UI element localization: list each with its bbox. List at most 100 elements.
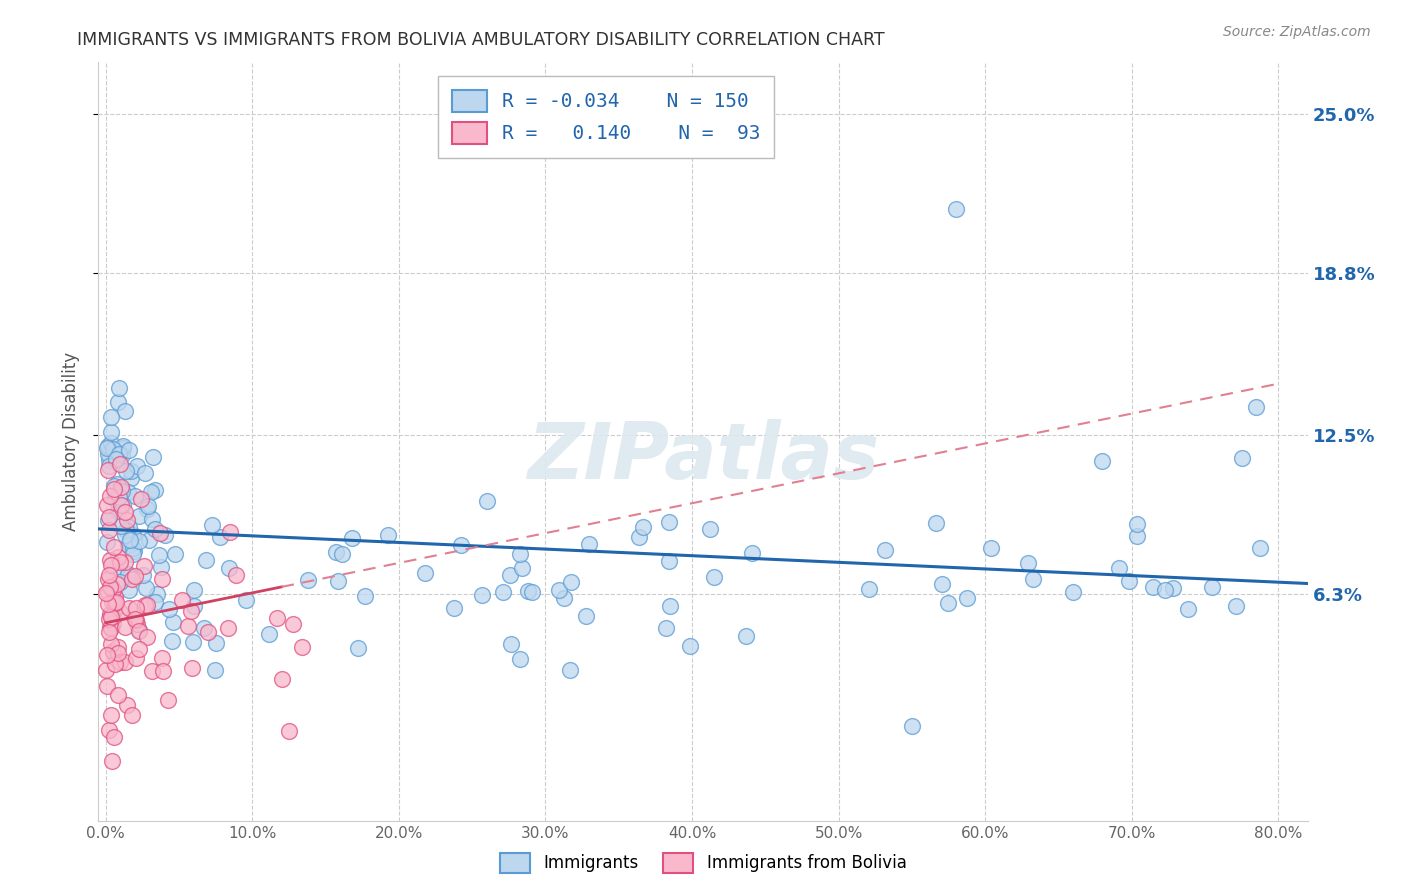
Point: [413, 566, 436, 581]
Text: ZIPatlas: ZIPatlas: [527, 418, 879, 495]
Point: [1126, 529, 1149, 543]
Point: [98, 459, 121, 474]
Point: [492, 585, 515, 599]
Point: [121, 541, 143, 555]
Point: [104, 452, 127, 467]
Point: [148, 548, 170, 562]
Point: [107, 395, 129, 409]
Point: [103, 479, 125, 493]
Point: [96, 586, 118, 600]
Point: [180, 661, 202, 675]
Point: [101, 442, 124, 456]
Point: [142, 450, 165, 465]
Point: [553, 591, 575, 606]
Point: [257, 627, 280, 641]
Point: [107, 549, 129, 564]
Point: [124, 601, 146, 615]
Point: [347, 641, 370, 656]
Point: [108, 458, 131, 472]
Point: [97, 723, 120, 738]
Point: [114, 555, 136, 569]
Point: [108, 446, 131, 460]
Point: [655, 621, 678, 635]
Point: [111, 448, 134, 462]
Point: [98, 607, 121, 622]
Point: [110, 479, 132, 493]
Point: [176, 619, 198, 633]
Point: [699, 522, 721, 536]
Point: [100, 425, 122, 440]
Point: [170, 592, 193, 607]
Point: [103, 483, 125, 497]
Point: [100, 579, 122, 593]
Point: [117, 538, 139, 552]
Point: [97, 463, 120, 477]
Point: [107, 640, 129, 655]
Point: [114, 620, 136, 634]
Point: [658, 599, 681, 613]
Point: [735, 629, 758, 643]
Point: [1177, 602, 1199, 616]
Point: [117, 484, 139, 499]
Point: [118, 520, 141, 534]
Point: [96, 663, 118, 677]
Point: [100, 409, 122, 424]
Point: [193, 621, 215, 635]
Point: [873, 543, 896, 558]
Point: [111, 483, 134, 498]
Point: [1018, 556, 1040, 570]
Point: [108, 447, 131, 461]
Text: Source: ZipAtlas.com: Source: ZipAtlas.com: [1223, 25, 1371, 39]
Point: [183, 582, 205, 597]
Point: [180, 604, 202, 618]
Point: [235, 592, 257, 607]
Point: [195, 552, 218, 566]
Point: [120, 464, 142, 478]
Point: [471, 589, 494, 603]
Point: [114, 656, 136, 670]
Point: [120, 471, 142, 485]
Point: [100, 637, 122, 651]
Point: [201, 518, 224, 533]
Point: [628, 530, 651, 544]
Point: [118, 568, 141, 582]
Point: [103, 730, 125, 744]
Point: [509, 652, 531, 666]
Point: [181, 634, 204, 648]
Point: [149, 525, 172, 540]
Point: [328, 574, 350, 588]
Point: [108, 382, 131, 396]
Point: [1230, 451, 1253, 466]
Point: [98, 612, 121, 626]
Point: [98, 568, 121, 582]
Point: [510, 560, 533, 574]
Point: [330, 547, 353, 561]
Point: [100, 608, 122, 623]
Point: [135, 581, 157, 595]
Point: [98, 510, 121, 524]
Point: [218, 560, 240, 574]
Point: [1118, 574, 1140, 588]
Point: [1062, 585, 1084, 599]
Point: [103, 645, 125, 659]
Point: [163, 548, 186, 562]
Point: [575, 608, 598, 623]
Point: [110, 555, 132, 569]
Point: [97, 439, 120, 453]
Point: [114, 505, 136, 519]
Y-axis label: Ambulatory Disability: Ambulatory Disability: [62, 352, 80, 531]
Point: [925, 516, 948, 530]
Point: [111, 440, 134, 454]
Point: [117, 566, 139, 581]
Point: [156, 693, 179, 707]
Point: [547, 582, 569, 597]
Point: [219, 524, 242, 539]
Point: [558, 663, 581, 677]
Point: [450, 538, 472, 552]
Point: [121, 708, 143, 723]
Point: [97, 625, 120, 640]
Point: [204, 663, 226, 677]
Point: [125, 613, 148, 627]
Point: [128, 509, 150, 524]
Point: [297, 573, 319, 587]
